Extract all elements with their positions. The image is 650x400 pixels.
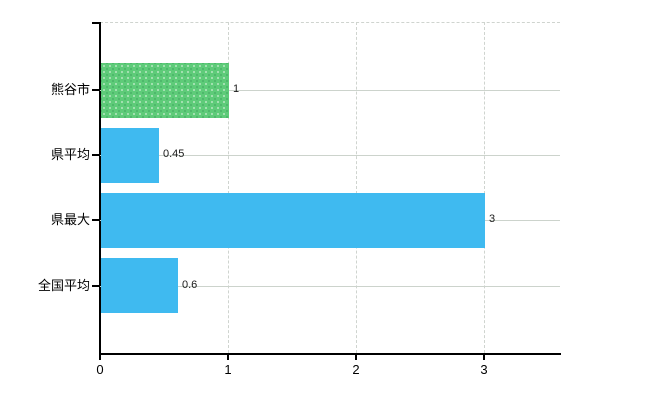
row-gridline (100, 90, 560, 91)
y-axis-top-tick (92, 22, 99, 24)
category-label: 熊谷市 (50, 82, 90, 97)
y-axis-tick (92, 89, 99, 91)
category-label: 県平均 (50, 147, 90, 162)
x-axis-tick (355, 355, 357, 360)
bar-県平均 (101, 128, 159, 183)
x-tick-label: 3 (480, 362, 488, 377)
x-tick-label: 1 (224, 362, 232, 377)
x-tick-label: 2 (352, 362, 360, 377)
x-axis-tick (227, 355, 229, 360)
row-gridline (100, 286, 560, 287)
value-label: 0.45 (163, 148, 185, 160)
bar-県最大 (101, 193, 485, 248)
x-tick-label: 0 (96, 362, 104, 377)
vertical-gridline (228, 22, 229, 353)
vertical-gridline (356, 22, 357, 353)
x-axis-line (99, 353, 561, 355)
plot-area (100, 22, 560, 354)
y-axis-tick (92, 219, 99, 221)
row-gridline (100, 155, 560, 156)
x-axis-tick (483, 355, 485, 360)
bar-熊谷市 (101, 63, 229, 118)
y-axis-tick (92, 154, 99, 156)
y-axis-line (99, 22, 101, 353)
bar-全国平均 (101, 258, 178, 313)
value-label: 3 (489, 213, 496, 225)
x-axis-tick (99, 355, 101, 360)
y-axis-tick (92, 285, 99, 287)
vertical-gridline (484, 22, 485, 353)
value-label: 1 (233, 83, 240, 95)
value-label: 0.6 (182, 279, 198, 291)
category-label: 全国平均 (37, 278, 90, 293)
category-label: 県最大 (50, 212, 90, 227)
